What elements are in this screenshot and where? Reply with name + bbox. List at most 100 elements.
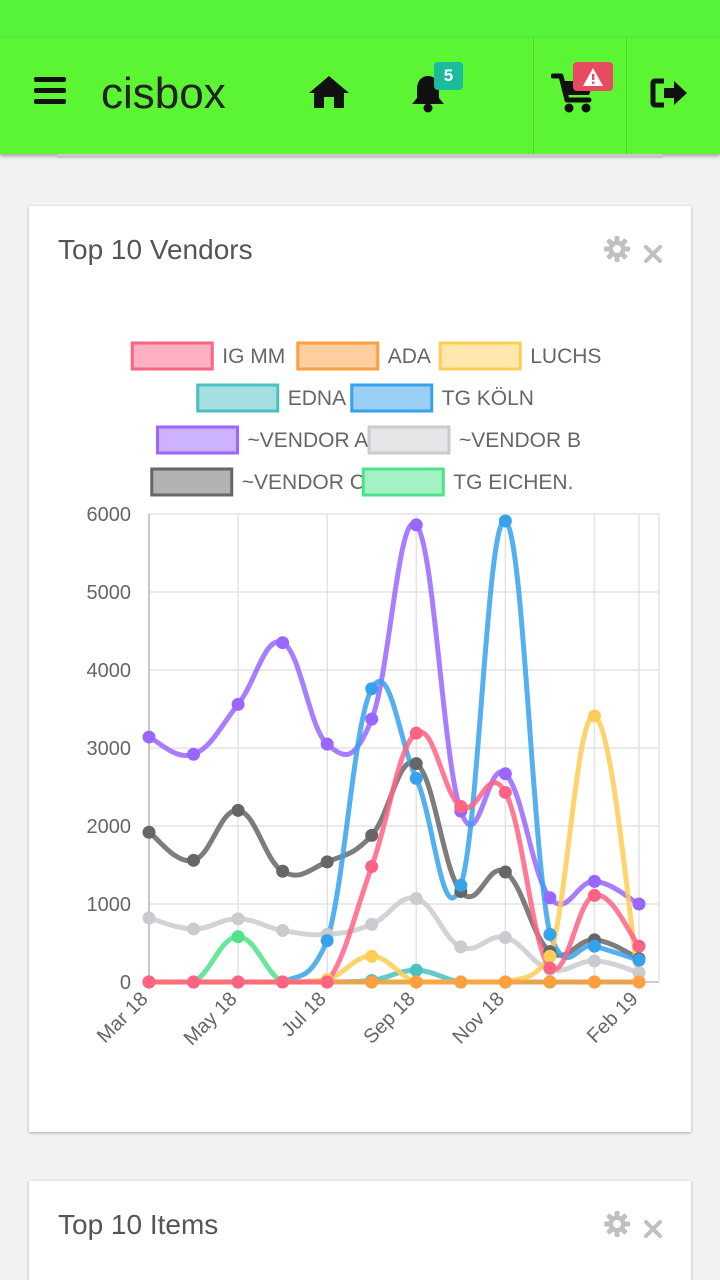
data-point	[276, 975, 290, 989]
legend-swatch	[156, 425, 239, 455]
x-tick-label: Mar 18	[93, 988, 153, 1048]
legend-swatch	[350, 383, 434, 413]
data-point	[187, 922, 201, 936]
items-card: Top 10 Items	[29, 1181, 691, 1280]
data-point	[454, 878, 468, 892]
card-title: Top 10 Items	[58, 1209, 219, 1240]
data-point	[409, 975, 423, 989]
close-icon[interactable]	[643, 239, 663, 271]
data-point	[498, 931, 512, 945]
legend-label: ~VENDOR B	[459, 429, 581, 452]
data-point	[498, 785, 512, 799]
cart-alert-badge	[573, 62, 613, 91]
data-point	[187, 747, 201, 761]
data-point	[543, 891, 557, 905]
data-point	[231, 697, 245, 711]
data-point	[142, 730, 156, 744]
menu-icon[interactable]	[33, 74, 67, 108]
legend-swatch	[150, 467, 234, 497]
data-point	[632, 953, 646, 967]
data-point	[587, 874, 601, 888]
legend-swatch	[296, 341, 380, 371]
legend-label: ~VENDOR A	[248, 429, 369, 452]
legend-label: ADA	[388, 345, 431, 368]
data-point	[409, 963, 423, 977]
data-point	[543, 975, 557, 989]
navbar-divider	[626, 38, 627, 154]
close-icon[interactable]	[643, 1214, 663, 1246]
data-point	[587, 709, 601, 723]
legend-swatch	[130, 341, 214, 371]
data-point	[498, 514, 512, 528]
data-point	[142, 911, 156, 925]
data-point	[498, 975, 512, 989]
navbar-divider	[533, 38, 534, 154]
legend-label: TG KÖLN	[442, 387, 534, 410]
data-point	[587, 939, 601, 953]
legend-label: IG MM	[222, 345, 285, 368]
data-point	[498, 767, 512, 781]
gear-icon[interactable]	[604, 236, 630, 269]
legend-swatch	[196, 383, 280, 413]
y-tick-label: 2000	[87, 816, 132, 838]
data-point	[543, 961, 557, 975]
status-bar	[0, 0, 720, 38]
y-tick-label: 4000	[87, 660, 132, 682]
y-tick-label: 5000	[87, 582, 132, 604]
data-point	[543, 927, 557, 941]
logout-icon[interactable]	[648, 76, 692, 110]
data-point	[320, 975, 334, 989]
x-tick-label: May 18	[180, 988, 242, 1050]
data-point	[587, 888, 601, 902]
data-point	[276, 636, 290, 650]
data-point	[409, 518, 423, 532]
data-point	[365, 975, 379, 989]
x-tick-label: Nov 18	[449, 988, 509, 1048]
data-point	[142, 825, 156, 839]
data-point	[632, 897, 646, 911]
series-line	[146, 713, 642, 985]
data-point	[409, 757, 423, 771]
data-point	[543, 949, 557, 963]
top-navbar: cisbox 5	[0, 38, 720, 154]
data-point	[365, 712, 379, 726]
data-point	[587, 954, 601, 968]
data-point	[365, 860, 379, 874]
data-point	[409, 726, 423, 740]
y-tick-label: 6000	[87, 504, 132, 526]
y-tick-label: 3000	[87, 738, 132, 760]
data-point	[142, 975, 156, 989]
legend-label: EDNA	[288, 387, 346, 410]
data-point	[231, 930, 245, 944]
data-point	[231, 912, 245, 926]
legend-label: ~VENDOR C	[242, 471, 365, 494]
x-tick-label: Feb 19	[583, 988, 643, 1048]
notification-badge: 5	[434, 62, 463, 90]
data-point	[231, 975, 245, 989]
vendors-card: Top 10 Vendors IG MM ADA LUCHS EDNA TG KÖLN ~…	[29, 206, 691, 1132]
data-point	[409, 771, 423, 785]
data-point	[320, 934, 334, 948]
vendors-line-chart: IG MM ADA LUCHS EDNA TG KÖLN ~VENDOR A ~VENDOR…	[87, 341, 660, 1050]
gear-icon[interactable]	[604, 1211, 630, 1244]
legend-label: LUCHS	[530, 345, 601, 368]
data-point	[365, 949, 379, 963]
data-point	[365, 917, 379, 931]
data-point	[632, 939, 646, 953]
data-point	[187, 853, 201, 867]
home-icon[interactable]	[304, 72, 354, 112]
data-point	[276, 924, 290, 938]
card-title: Top 10 Vendors	[58, 234, 253, 265]
divider	[57, 154, 663, 158]
brand-title[interactable]: cisbox	[101, 69, 226, 118]
legend-swatch	[367, 425, 451, 455]
legend-swatch	[438, 341, 522, 371]
data-point	[454, 975, 468, 989]
data-point	[320, 737, 334, 751]
data-point	[454, 940, 468, 954]
data-point	[587, 975, 601, 989]
y-tick-label: 0	[120, 972, 131, 994]
data-point	[187, 975, 201, 989]
data-point	[498, 865, 512, 879]
data-point	[409, 892, 423, 906]
